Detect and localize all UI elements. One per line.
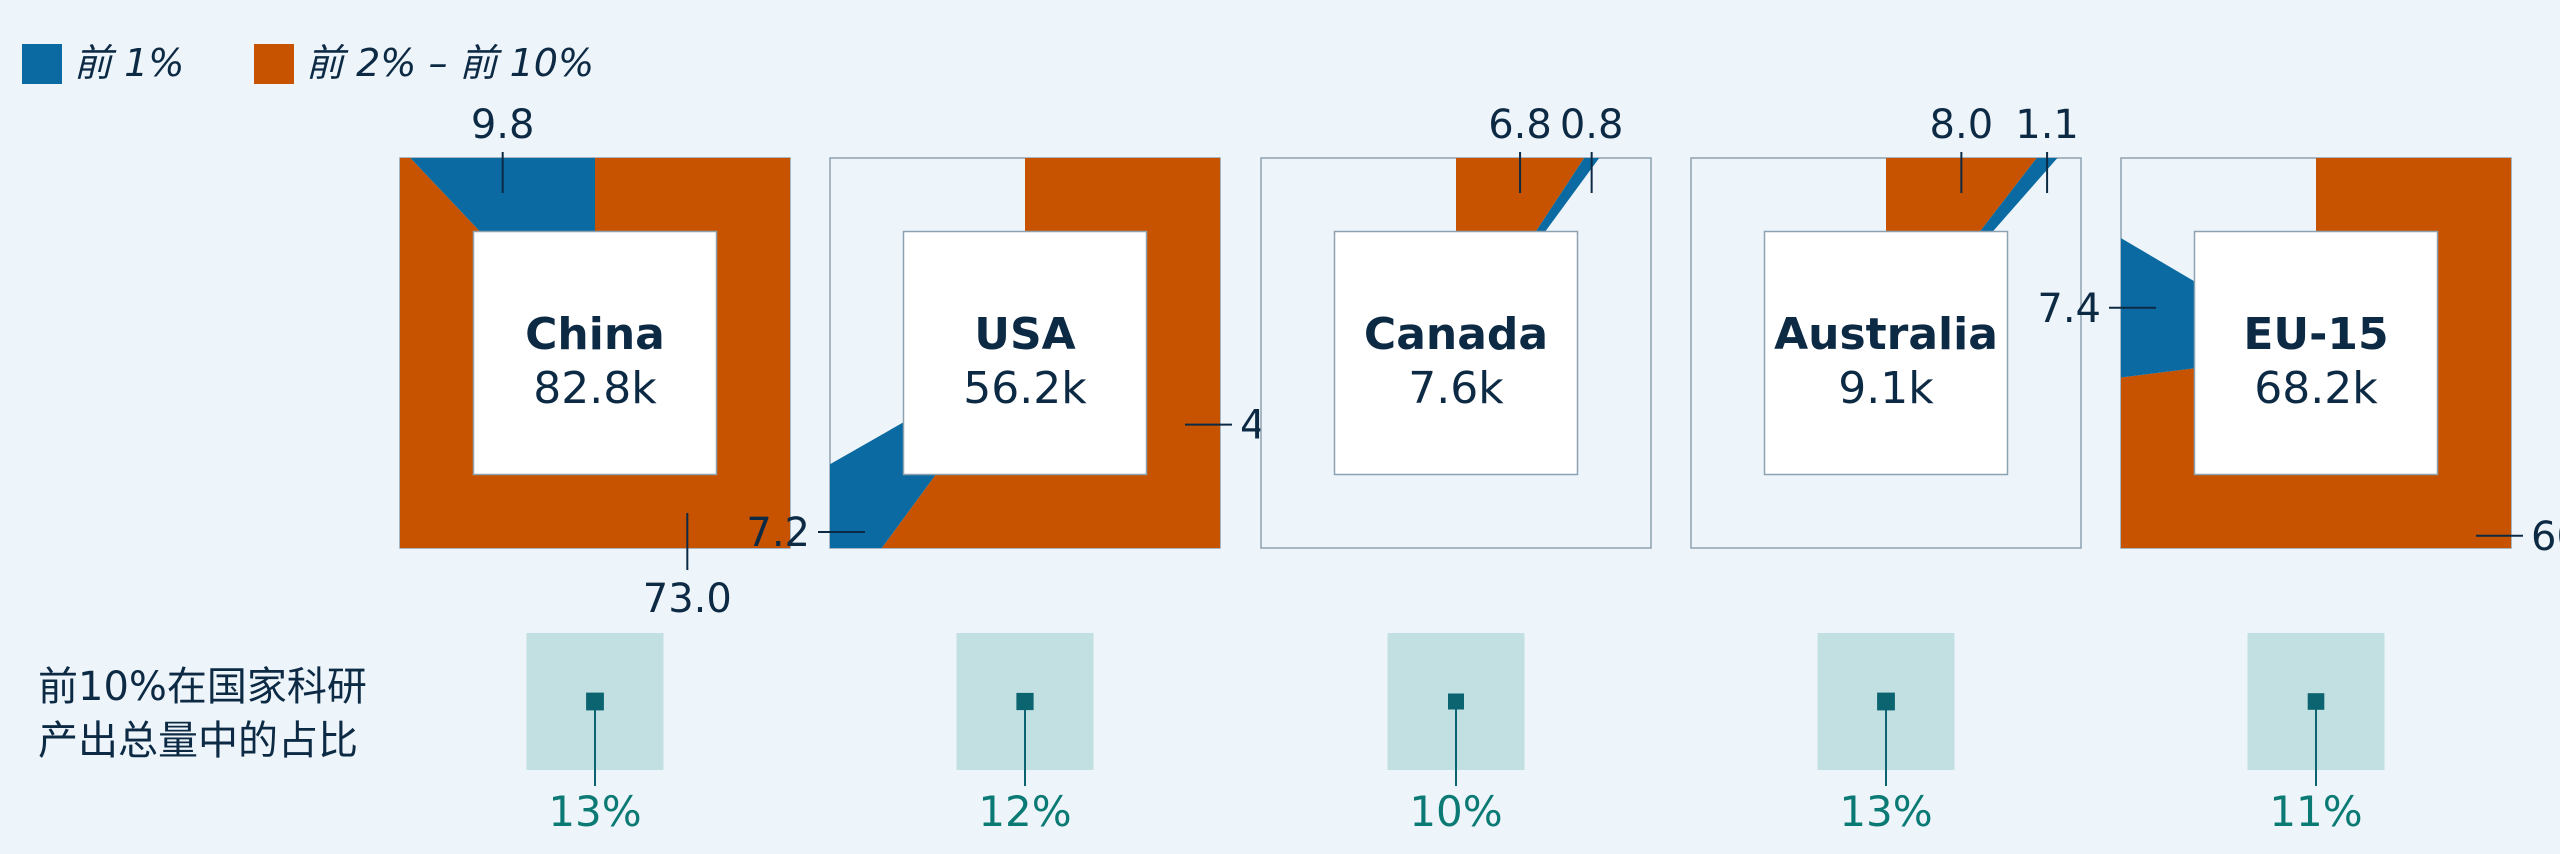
label-top2-10: 8.0 xyxy=(1930,102,1994,148)
inner-square xyxy=(1763,230,2009,476)
label-top1: 0.8 xyxy=(1560,102,1624,148)
legend-label-top2-10: 前 2% – 前 10% xyxy=(306,41,594,85)
country-total: 68.2k xyxy=(2254,363,2378,414)
legend-swatch-top1 xyxy=(22,44,62,84)
label-top1: 7.2 xyxy=(746,510,810,556)
share-value: 12% xyxy=(978,787,1071,836)
inner-square xyxy=(472,230,718,476)
country-name: Australia xyxy=(1774,309,1998,360)
legend-label-top1: 前 1% xyxy=(74,41,184,85)
share-caption: 前10%在国家科研 产出总量中的占比 xyxy=(38,664,367,764)
country-total: 7.6k xyxy=(1408,363,1504,414)
share-value: 13% xyxy=(548,787,641,836)
country-total: 56.2k xyxy=(963,363,1087,414)
share-caption-line1: 前10%在国家科研 xyxy=(38,664,367,710)
inner-square xyxy=(2193,230,2439,476)
country-total: 9.1k xyxy=(1838,363,1934,414)
label-top1: 7.4 xyxy=(2037,286,2101,332)
label-top1: 9.8 xyxy=(471,102,535,148)
label-top2-10: 73.0 xyxy=(643,576,732,622)
share-value: 11% xyxy=(2269,787,2362,836)
country-panels: China82.8k73.09.813%USA56.2k49.07.212%Ca… xyxy=(399,102,2560,836)
share-value: 10% xyxy=(1409,787,1502,836)
label-top1: 1.1 xyxy=(2015,102,2079,148)
label-top2-10: 60.8 xyxy=(2531,514,2560,560)
legend-swatch-top2-10 xyxy=(254,44,294,84)
country-total: 82.8k xyxy=(533,363,657,414)
country-name: China xyxy=(525,309,665,360)
share-value: 13% xyxy=(1839,787,1932,836)
share-caption-line2: 产出总量中的占比 xyxy=(38,718,358,764)
label-top2-10: 6.8 xyxy=(1488,102,1552,148)
legend: 前 1% 前 2% – 前 10% xyxy=(22,41,594,85)
inner-square xyxy=(902,230,1148,476)
inner-square xyxy=(1333,230,1579,476)
country-name: Canada xyxy=(1364,309,1548,360)
country-name: USA xyxy=(974,309,1075,360)
segment-top2-10 xyxy=(1456,158,1585,353)
country-name: EU-15 xyxy=(2243,309,2388,360)
